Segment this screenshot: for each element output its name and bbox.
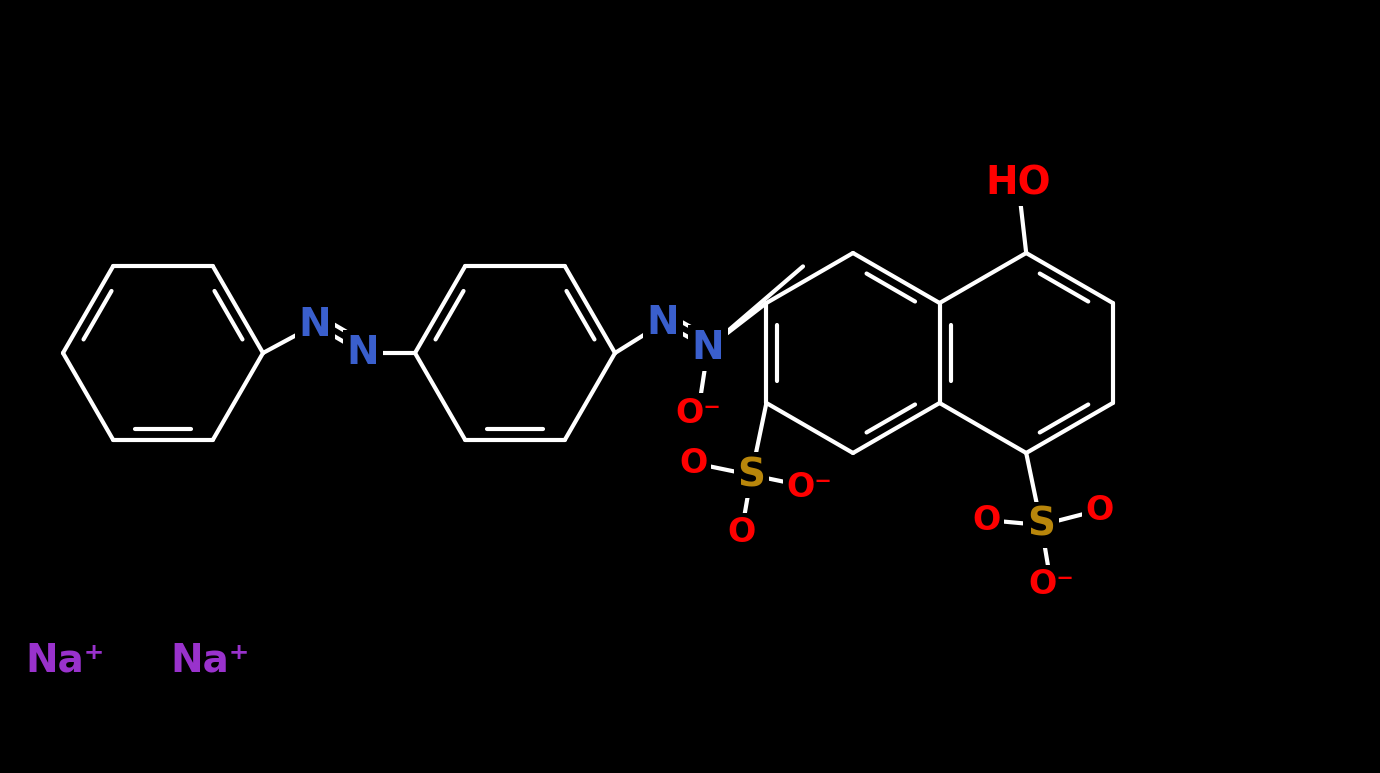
Text: Na⁺: Na⁺ [170, 641, 250, 679]
Text: O⁻: O⁻ [675, 397, 720, 430]
Text: N: N [647, 304, 679, 342]
Text: N: N [691, 329, 724, 367]
Text: O: O [727, 516, 755, 550]
Text: N: N [346, 334, 380, 372]
Text: O: O [679, 447, 708, 479]
Text: S: S [737, 456, 766, 494]
Text: O⁻: O⁻ [787, 471, 832, 503]
Text: S: S [1027, 506, 1056, 544]
Text: O: O [1085, 493, 1114, 526]
Text: O⁻: O⁻ [1028, 568, 1074, 601]
Text: N: N [298, 306, 331, 344]
Text: Na⁺: Na⁺ [25, 641, 105, 679]
Text: O: O [972, 503, 1000, 536]
Text: HO: HO [985, 164, 1052, 202]
